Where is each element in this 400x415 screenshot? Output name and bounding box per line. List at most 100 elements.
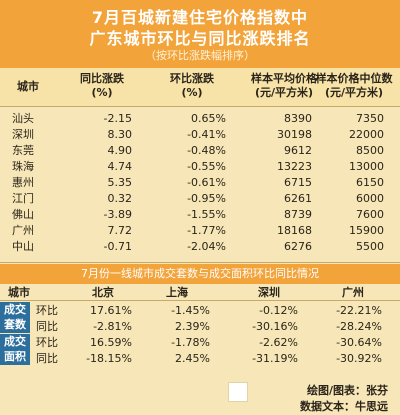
header-avg-label: 样本平均价格 [251, 72, 317, 85]
beijing-cell: 16.59% [90, 336, 132, 349]
yoy-cell: -3.89 [103, 208, 132, 221]
city-cell: 汕头 [12, 112, 34, 125]
avg-price-cell: 9612 [284, 144, 312, 157]
transaction-table-header: 城市 北京 上海 深圳 广州 [0, 285, 400, 301]
table-row: 深圳 8.30 -0.41% 30198 22000 [0, 127, 400, 142]
median-price-cell: 7350 [356, 112, 384, 125]
shenzhen-cell: -0.12% [259, 304, 298, 317]
median-price-cell: 7600 [356, 208, 384, 221]
mom-cell: -0.95% [187, 192, 226, 205]
avg-price-cell: 30198 [277, 128, 312, 141]
row-label: 同比 [36, 320, 58, 333]
header-median-unit: (元/平方米) [324, 86, 384, 99]
credit-graphics: 绘图/图表：张芬 [306, 384, 388, 397]
header-city: 城市 [8, 286, 30, 299]
city-cell: 佛山 [12, 208, 34, 221]
yoy-cell: 8.30 [107, 128, 133, 141]
city-cell: 江门 [12, 192, 34, 205]
row-label: 环比 [36, 304, 58, 317]
table-row: 江门 0.32 -0.95% 6261 6000 [0, 191, 400, 206]
table-row: 同比 -18.15% 2.45% -31.19% -30.92% [30, 351, 400, 366]
guangzhou-cell: -28.24% [336, 320, 382, 333]
yoy-cell: 7.72 [107, 224, 133, 237]
city-cell: 广州 [12, 224, 34, 237]
mom-cell: -1.55% [187, 208, 226, 221]
header-mom: 环比涨跌 (%) [152, 72, 232, 100]
mom-cell: -1.77% [187, 224, 226, 237]
header-yoy-unit: (%) [91, 86, 113, 99]
median-price-cell: 6000 [356, 192, 384, 205]
median-price-cell: 6150 [356, 176, 384, 189]
guangzhou-cell: -22.21% [336, 304, 382, 317]
table-row: 环比 17.61% -1.45% -0.12% -22.21% [30, 303, 400, 318]
header-avg-unit: (元/平方米) [254, 86, 314, 99]
row-label: 同比 [36, 352, 58, 365]
corner-decoration [228, 382, 248, 402]
mom-cell: 0.65% [191, 112, 226, 125]
table-row: 同比 -2.81% 2.39% -30.16% -28.24% [30, 319, 400, 334]
sort-note: （按环比涨跌幅排序） [145, 49, 255, 62]
header-city: 城市 [17, 80, 39, 93]
group-label-area-line1: 成交 [4, 335, 26, 348]
shenzhen-cell: -31.19% [252, 352, 298, 365]
table-row: 汕头 -2.15 0.65% 8390 7350 [0, 111, 400, 126]
yoy-cell: 0.32 [107, 192, 133, 205]
avg-price-cell: 8739 [284, 208, 312, 221]
group-label-area-line2: 面积 [4, 350, 26, 363]
shenzhen-cell: -2.62% [259, 336, 298, 349]
median-price-cell: 5500 [356, 240, 384, 253]
header-yoy: 同比涨跌 (%) [62, 72, 142, 100]
header-mom-label: 环比涨跌 [170, 72, 214, 85]
avg-price-cell: 6276 [284, 240, 312, 253]
header-yoy-label: 同比涨跌 [80, 72, 124, 85]
median-price-cell: 8500 [356, 144, 384, 157]
header-shenzhen: 深圳 [258, 286, 280, 299]
table-row: 环比 16.59% -1.78% -2.62% -30.64% [30, 335, 400, 350]
mom-cell: -0.55% [187, 160, 226, 173]
city-cell: 深圳 [12, 128, 34, 141]
row-label: 环比 [36, 336, 58, 349]
mom-cell: -0.41% [187, 128, 226, 141]
avg-price-cell: 6715 [284, 176, 312, 189]
group-label-units-line1: 成交 [4, 303, 26, 316]
yoy-cell: -0.71 [103, 240, 132, 253]
group-label-units-line2: 套数 [4, 318, 26, 331]
yoy-cell: -2.15 [103, 112, 132, 125]
header-guangzhou: 广州 [342, 286, 364, 299]
table-row: 中山 -0.71 -2.04% 6276 5500 [0, 239, 400, 254]
guangzhou-cell: -30.92% [336, 352, 382, 365]
city-cell: 珠海 [12, 160, 34, 173]
median-price-cell: 22000 [349, 128, 384, 141]
shanghai-cell: -1.45% [171, 304, 210, 317]
header-median-label: 样本价格中位数 [315, 72, 393, 85]
avg-price-cell: 6261 [284, 192, 312, 205]
mom-cell: -2.04% [187, 240, 226, 253]
median-price-cell: 15900 [349, 224, 384, 237]
price-table-header: 城市 同比涨跌 (%) 环比涨跌 (%) 样本平均价格 (元/平方米) 样本价格… [0, 68, 400, 107]
city-cell: 中山 [12, 240, 34, 253]
price-table-body: 汕头 -2.15 0.65% 8390 7350 深圳 8.30 -0.41% … [0, 107, 400, 262]
shenzhen-cell: -30.16% [252, 320, 298, 333]
header-beijing: 北京 [92, 286, 114, 299]
table-row: 广州 7.72 -1.77% 18168 15900 [0, 223, 400, 238]
header-shanghai: 上海 [166, 286, 188, 299]
beijing-cell: 17.61% [90, 304, 132, 317]
table-row: 惠州 5.35 -0.61% 6715 6150 [0, 175, 400, 190]
median-price-cell: 13000 [349, 160, 384, 173]
yoy-cell: 4.74 [107, 160, 133, 173]
avg-price-cell: 8390 [284, 112, 312, 125]
avg-price-cell: 18168 [277, 224, 312, 237]
header-median: 样本价格中位数 (元/平方米) [308, 72, 400, 100]
shanghai-cell: 2.39% [175, 320, 210, 333]
table-row: 珠海 4.74 -0.55% 13223 13000 [0, 159, 400, 174]
header-mom-unit: (%) [181, 86, 203, 99]
group-label-units: 成交 套数 [0, 302, 30, 333]
mom-cell: -0.48% [187, 144, 226, 157]
avg-price-cell: 13223 [277, 160, 312, 173]
title-banner: 7月百城新建住宅价格指数中 广东城市环比与同比涨跌排名 （按环比涨跌幅排序） [0, 0, 400, 68]
city-cell: 东莞 [12, 144, 34, 157]
section-divider [0, 262, 400, 263]
yoy-cell: 4.90 [107, 144, 133, 157]
beijing-cell: -2.81% [93, 320, 132, 333]
shanghai-cell: 2.45% [175, 352, 210, 365]
